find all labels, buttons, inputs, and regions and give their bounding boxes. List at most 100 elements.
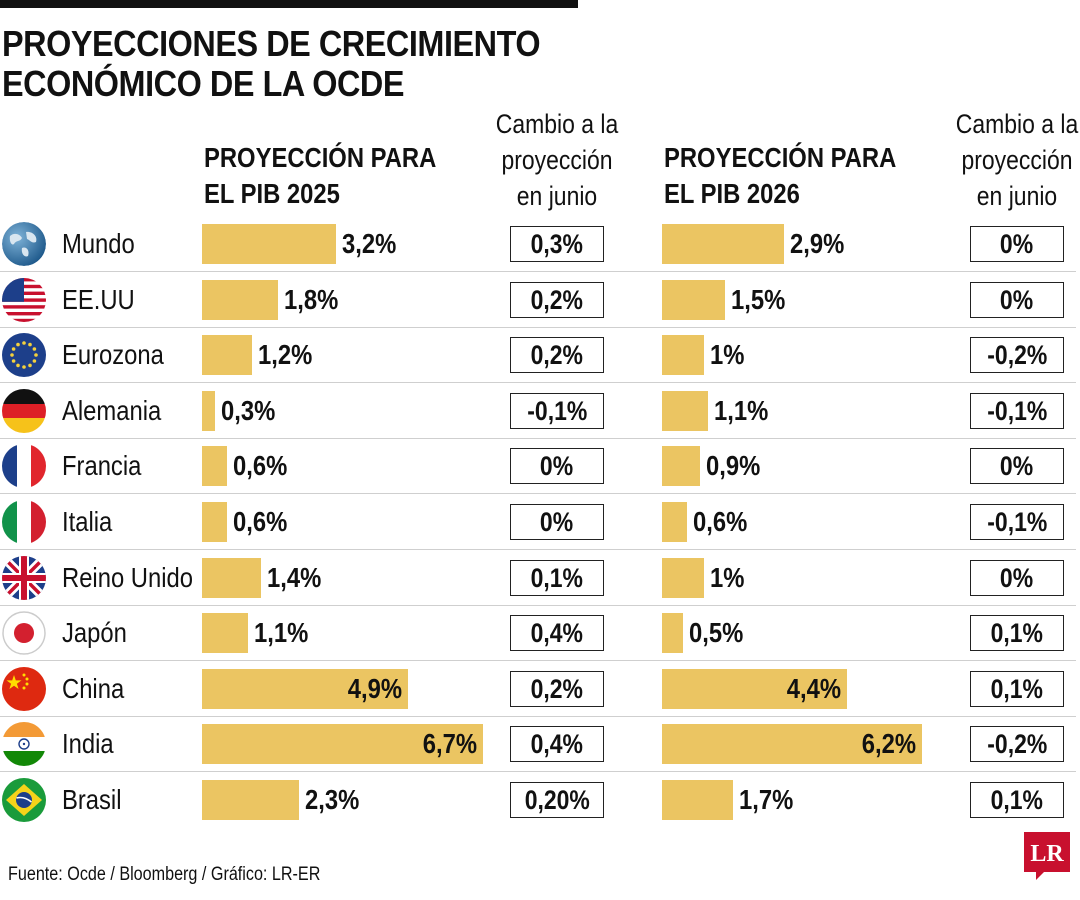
lr-logo-text: LR <box>1030 841 1064 867</box>
china-flag-icon <box>2 666 46 711</box>
lr-logo: LR <box>1024 832 1070 880</box>
change-box-2026-eurozona: -0,2% <box>970 337 1064 374</box>
bar-2026-francia <box>662 446 700 487</box>
value-label-2026-japon: 0,5% <box>689 617 744 649</box>
row-china: China 4,9% 0,2% 4,4% 0,1% <box>0 661 1080 717</box>
change-box-2025-india: 0,4% <box>510 726 604 763</box>
change-box-2026-mundo: 0% <box>970 226 1064 262</box>
value-label-2026-india: 6,2% <box>862 728 917 760</box>
change-value-2026-china: 0,1% <box>990 673 1044 704</box>
change-value-2025-brasil: 0,20% <box>524 785 590 815</box>
germany-flag-icon <box>2 388 46 433</box>
country-name-india: India <box>62 728 114 760</box>
value-label-2025-india: 6,7% <box>423 728 478 760</box>
change-value-2026-india: -0,2% <box>987 729 1047 760</box>
change-box-2026-brasil: 0,1% <box>970 782 1064 818</box>
bar-2025-japon <box>202 613 249 654</box>
change-value-2025-reino-unido: 0,1% <box>530 562 584 593</box>
country-name-japon: Japón <box>62 617 127 649</box>
country-name-brasil: Brasil <box>62 784 122 815</box>
change-value-2026-brasil: 0,1% <box>990 785 1044 815</box>
change-value-2025-china: 0,2% <box>530 673 584 704</box>
header-pib-2025: PROYECCIÓN PARA EL PIB 2025 <box>204 140 436 212</box>
header-change-2026-line-2: proyección <box>961 145 1073 175</box>
value-label-2025-ee-uu: 1,8% <box>283 283 338 315</box>
value-label-2026-eurozona: 1% <box>710 339 745 371</box>
row-divider <box>0 271 1076 272</box>
value-label-2026-reino-unido: 1% <box>710 561 745 593</box>
country-name-italia: Italia <box>62 506 113 537</box>
value-label-2025-eurozona: 1,2% <box>258 339 313 371</box>
change-value-2025-ee-uu: 0,2% <box>530 284 584 315</box>
country-name-reino-unido: Reino Unido <box>62 561 193 593</box>
globe-icon <box>2 222 46 266</box>
change-value-2025-francia: 0% <box>540 451 574 482</box>
bar-2025-mundo <box>202 224 337 264</box>
change-box-2026-japon: 0,1% <box>970 615 1064 652</box>
bar-2026-ee-uu <box>662 279 725 320</box>
row-divider <box>0 660 1076 662</box>
row-divider <box>0 382 1076 384</box>
change-box-2026-francia: 0% <box>970 448 1064 485</box>
bar-2025-francia <box>202 446 228 487</box>
bar-2025-italia <box>202 502 228 542</box>
change-value-2026-reino-unido: 0% <box>1000 562 1034 593</box>
header-pib-2025-line-1: PROYECCIÓN PARA <box>204 142 437 173</box>
value-label-2025-francia: 0,6% <box>233 450 288 482</box>
row-divider <box>0 549 1076 550</box>
value-label-2025-mundo: 3,2% <box>342 228 397 259</box>
chart-title: PROYECCIONES DE CRECIMIENTO ECONÓMICO DE… <box>2 24 632 104</box>
bar-2025-reino-unido <box>202 557 261 598</box>
lr-logo-badge <box>1024 832 1070 880</box>
change-value-2025-mundo: 0,3% <box>530 229 584 259</box>
change-value-2025-italia: 0% <box>540 507 574 537</box>
change-box-2025-china: 0,2% <box>510 670 604 707</box>
change-value-2026-francia: 0% <box>1000 451 1034 482</box>
change-box-2025-mundo: 0,3% <box>510 226 604 262</box>
country-name-mundo: Mundo <box>62 228 135 259</box>
bar-2026-mundo <box>662 224 784 264</box>
change-value-2025-eurozona: 0,2% <box>530 340 584 371</box>
row-japon: Japón 1,1% 0,4% 0,5% 0,1% <box>0 605 1080 662</box>
value-label-2025-japon: 1,1% <box>254 617 309 649</box>
value-label-2026-alemania: 1,1% <box>714 394 769 426</box>
top-rule <box>0 0 578 8</box>
header-change-2025-line-3: en junio <box>516 181 598 211</box>
source-note: Fuente: Ocde / Bloomberg / Gráfico: LR-E… <box>8 864 321 885</box>
header-pib-2026-line-2: EL PIB 2026 <box>664 178 800 209</box>
header-pib-2026: PROYECCIÓN PARA EL PIB 2026 <box>664 140 896 212</box>
change-box-2025-francia: 0% <box>510 448 604 485</box>
bar-2026-china <box>662 668 847 709</box>
bar-2025-brasil <box>202 780 299 820</box>
change-box-2025-italia: 0% <box>510 504 604 540</box>
row-india: India 6,7% 0,4% 6,2% -0,2% <box>0 716 1080 773</box>
bar-2026-japon <box>662 613 683 654</box>
row-divider <box>0 493 1076 495</box>
header-change-2025-line-1: Cambio a la <box>495 109 619 139</box>
row-divider <box>0 715 1076 717</box>
change-box-2025-eurozona: 0,2% <box>510 337 604 374</box>
bar-2025-china <box>202 668 408 709</box>
bar-2026-italia <box>662 502 688 542</box>
row-mundo: Mundo 3,2% 0,3% 2,9% 0% <box>0 216 1080 272</box>
change-value-2026-mundo: 0% <box>1000 229 1034 259</box>
india-flag-icon <box>2 722 46 767</box>
header-change-2026-line-1: Cambio a la <box>955 109 1079 139</box>
header-change-2025: Cambio a la proyección en junio <box>489 106 625 214</box>
change-box-2025-alemania: -0,1% <box>510 392 604 429</box>
row-alemania: Alemania 0,3% -0,1% 1,1% -0,1% <box>0 383 1080 439</box>
change-box-2025-brasil: 0,20% <box>510 782 604 818</box>
change-value-2026-ee-uu: 0% <box>1000 284 1034 315</box>
country-name-ee-uu: EE.UU <box>62 283 135 315</box>
country-name-francia: Francia <box>62 450 142 482</box>
header-change-2026: Cambio a la proyección en junio <box>949 106 1080 214</box>
row-divider <box>0 326 1076 328</box>
value-label-2026-ee-uu: 1,5% <box>731 283 786 315</box>
country-name-alemania: Alemania <box>62 394 162 426</box>
header-change-2025-line-2: proyección <box>501 145 613 175</box>
value-label-2025-italia: 0,6% <box>233 506 288 537</box>
bar-2025-india <box>202 724 484 765</box>
change-box-2026-china: 0,1% <box>970 670 1064 707</box>
france-flag-icon <box>2 444 46 489</box>
row-divider <box>0 437 1076 439</box>
